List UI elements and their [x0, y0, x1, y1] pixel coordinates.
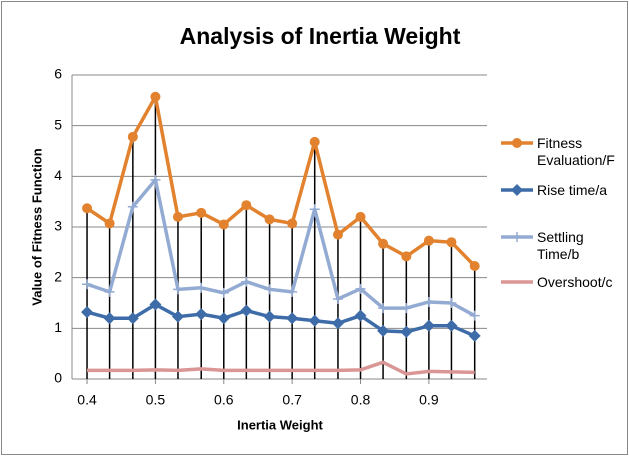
point [127, 131, 138, 142]
x-tick-label: 0.5 [146, 392, 166, 408]
x-tick-label: 0.7 [282, 392, 302, 408]
point [104, 218, 115, 229]
point [172, 284, 183, 295]
point [309, 204, 320, 215]
point [196, 282, 207, 293]
legend-label: Fitness Evaluation/F [537, 135, 615, 168]
point [512, 138, 522, 148]
point [150, 174, 161, 185]
point [377, 324, 390, 337]
point [445, 319, 458, 332]
point [331, 317, 344, 330]
point [127, 201, 138, 212]
point [378, 303, 389, 314]
point [103, 312, 116, 325]
point [309, 136, 320, 147]
point [512, 232, 522, 242]
point [218, 219, 229, 230]
point [423, 235, 434, 246]
point [195, 308, 208, 321]
y-tick-label: 4 [54, 167, 62, 183]
point [354, 309, 367, 322]
point [263, 310, 276, 323]
legend-label: Rise time/a [537, 182, 608, 198]
x-axis-label: Inertia Weight [237, 417, 323, 432]
point [422, 319, 435, 332]
point [240, 304, 253, 317]
point [217, 312, 230, 325]
point [241, 200, 252, 211]
point [446, 298, 457, 308]
series-line [87, 360, 475, 376]
x-tick-label: 0.8 [351, 392, 371, 408]
y-tick-label: 2 [54, 268, 62, 284]
point [81, 306, 94, 319]
y-axis-label: Value of Fitness Function [29, 148, 44, 306]
point [287, 218, 298, 229]
series-line [86, 178, 476, 318]
point [218, 287, 229, 298]
point [469, 310, 480, 321]
point [332, 229, 343, 240]
point [149, 298, 162, 311]
point [423, 296, 434, 307]
point [511, 184, 523, 196]
point [172, 211, 183, 222]
y-tick-label: 5 [54, 116, 62, 132]
point [287, 286, 298, 297]
chart-title: Analysis of Inertia Weight [180, 23, 461, 49]
point [104, 286, 115, 297]
point [308, 314, 321, 327]
point [355, 283, 366, 294]
point [378, 238, 389, 249]
x-tick-label: 0.6 [214, 392, 234, 408]
point [241, 276, 252, 287]
point [400, 325, 413, 338]
point [469, 261, 480, 272]
legend-label: Settling Time/b [537, 229, 584, 262]
y-tick-label: 0 [54, 370, 62, 386]
point [150, 91, 161, 102]
y-tick-label: 3 [54, 218, 62, 234]
point [264, 284, 275, 295]
point [82, 203, 93, 214]
point [82, 279, 93, 290]
y-tick-label: 1 [54, 319, 62, 335]
point [171, 310, 184, 323]
legend-label: Overshoot/c [537, 274, 613, 290]
point [355, 211, 366, 222]
point [468, 329, 481, 342]
point [446, 237, 457, 248]
point [264, 214, 275, 225]
point [401, 251, 412, 262]
point [401, 303, 412, 314]
point [126, 312, 139, 325]
point [286, 312, 299, 325]
x-tick-label: 0.9 [419, 392, 439, 408]
y-tick-label: 6 [54, 66, 62, 82]
x-tick-label: 0.4 [77, 392, 97, 408]
point [196, 207, 207, 218]
point [332, 293, 343, 304]
